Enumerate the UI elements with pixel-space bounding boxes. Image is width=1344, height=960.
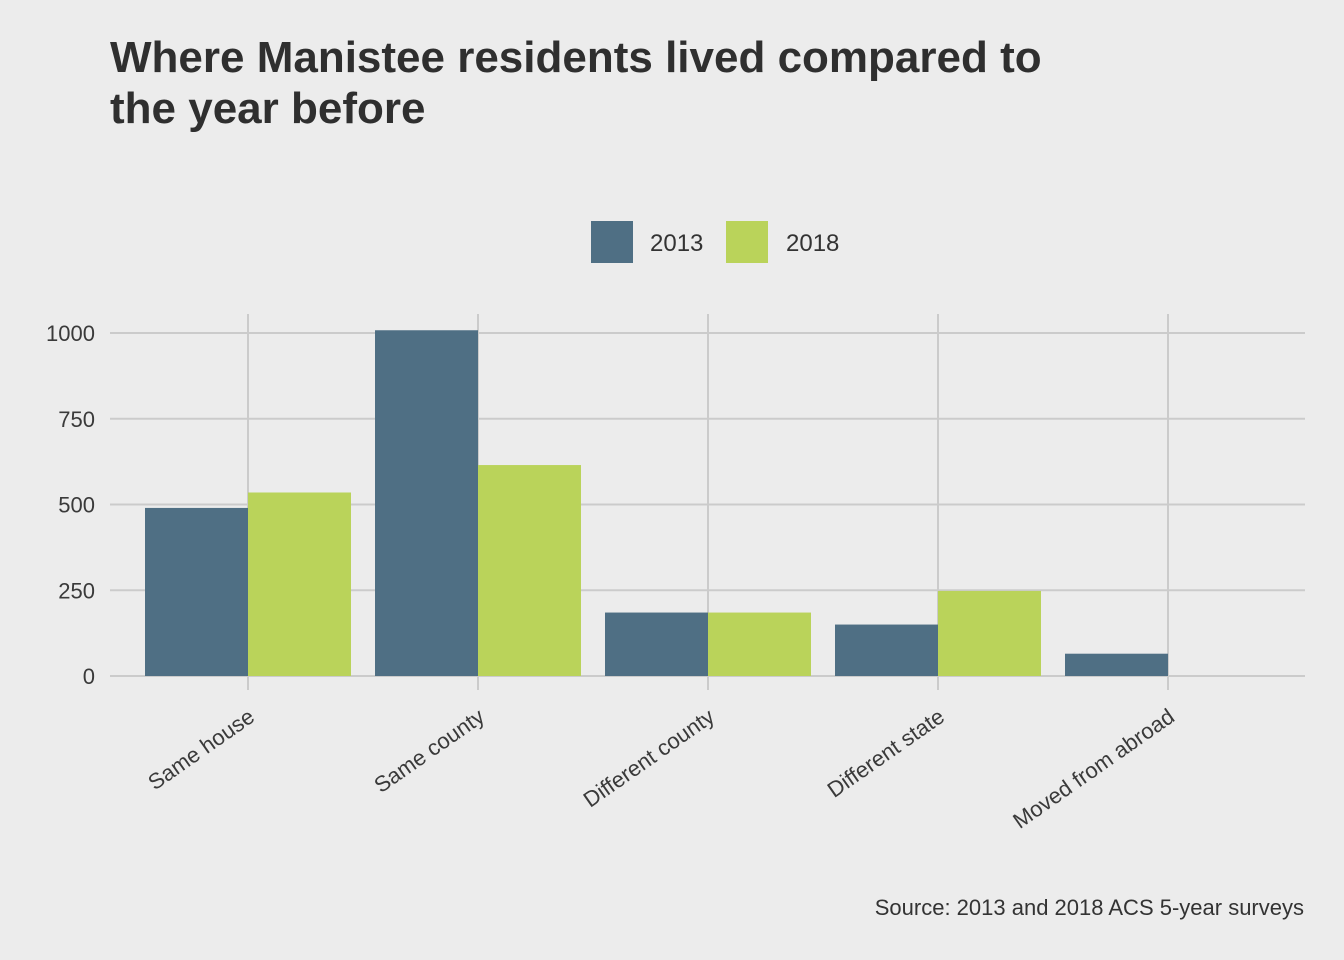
bar-2013-2 [605,612,708,676]
y-tick-label: 500 [58,493,95,518]
y-tick-label: 0 [83,664,95,689]
x-axis-ticks: Same house Same county Different county Dif… [143,676,1179,834]
bar-2018-3 [938,590,1041,676]
x-tick-label: Same county [369,704,489,798]
bar-2018-0 [248,492,351,676]
x-tick-label: Same house [143,704,259,795]
chart-title: Where Manistee residents lived compared … [110,32,1260,134]
y-tick-label: 1000 [46,321,95,346]
bars [145,330,1168,676]
y-tick-label: 750 [58,407,95,432]
chart-title-line-2: the year before [110,84,426,133]
x-tick-label: Different state [823,704,949,803]
legend: 2013 2018 [591,221,839,263]
source-caption: Source: 2013 and 2018 ACS 5-year surveys [875,895,1304,920]
y-axis-ticks: 0 250 500 750 1000 [46,321,95,689]
legend-label-2013: 2013 [650,230,703,257]
chart-title-line-1: Where Manistee residents lived compared … [110,33,1042,82]
bar-2013-0 [145,507,248,676]
y-tick-label: 250 [58,578,95,603]
bar-2013-3 [835,624,938,676]
legend-swatch-2018 [726,221,768,263]
bar-2013-4 [1065,653,1168,676]
x-tick-label: Moved from abroad [1008,704,1179,834]
bar-2018-1 [478,465,581,676]
x-tick-label: Different county [579,704,719,813]
legend-label-2018: 2018 [786,230,839,257]
bar-2013-1 [375,330,478,676]
legend-swatch-2013 [591,221,633,263]
bar-2018-2 [708,612,811,676]
